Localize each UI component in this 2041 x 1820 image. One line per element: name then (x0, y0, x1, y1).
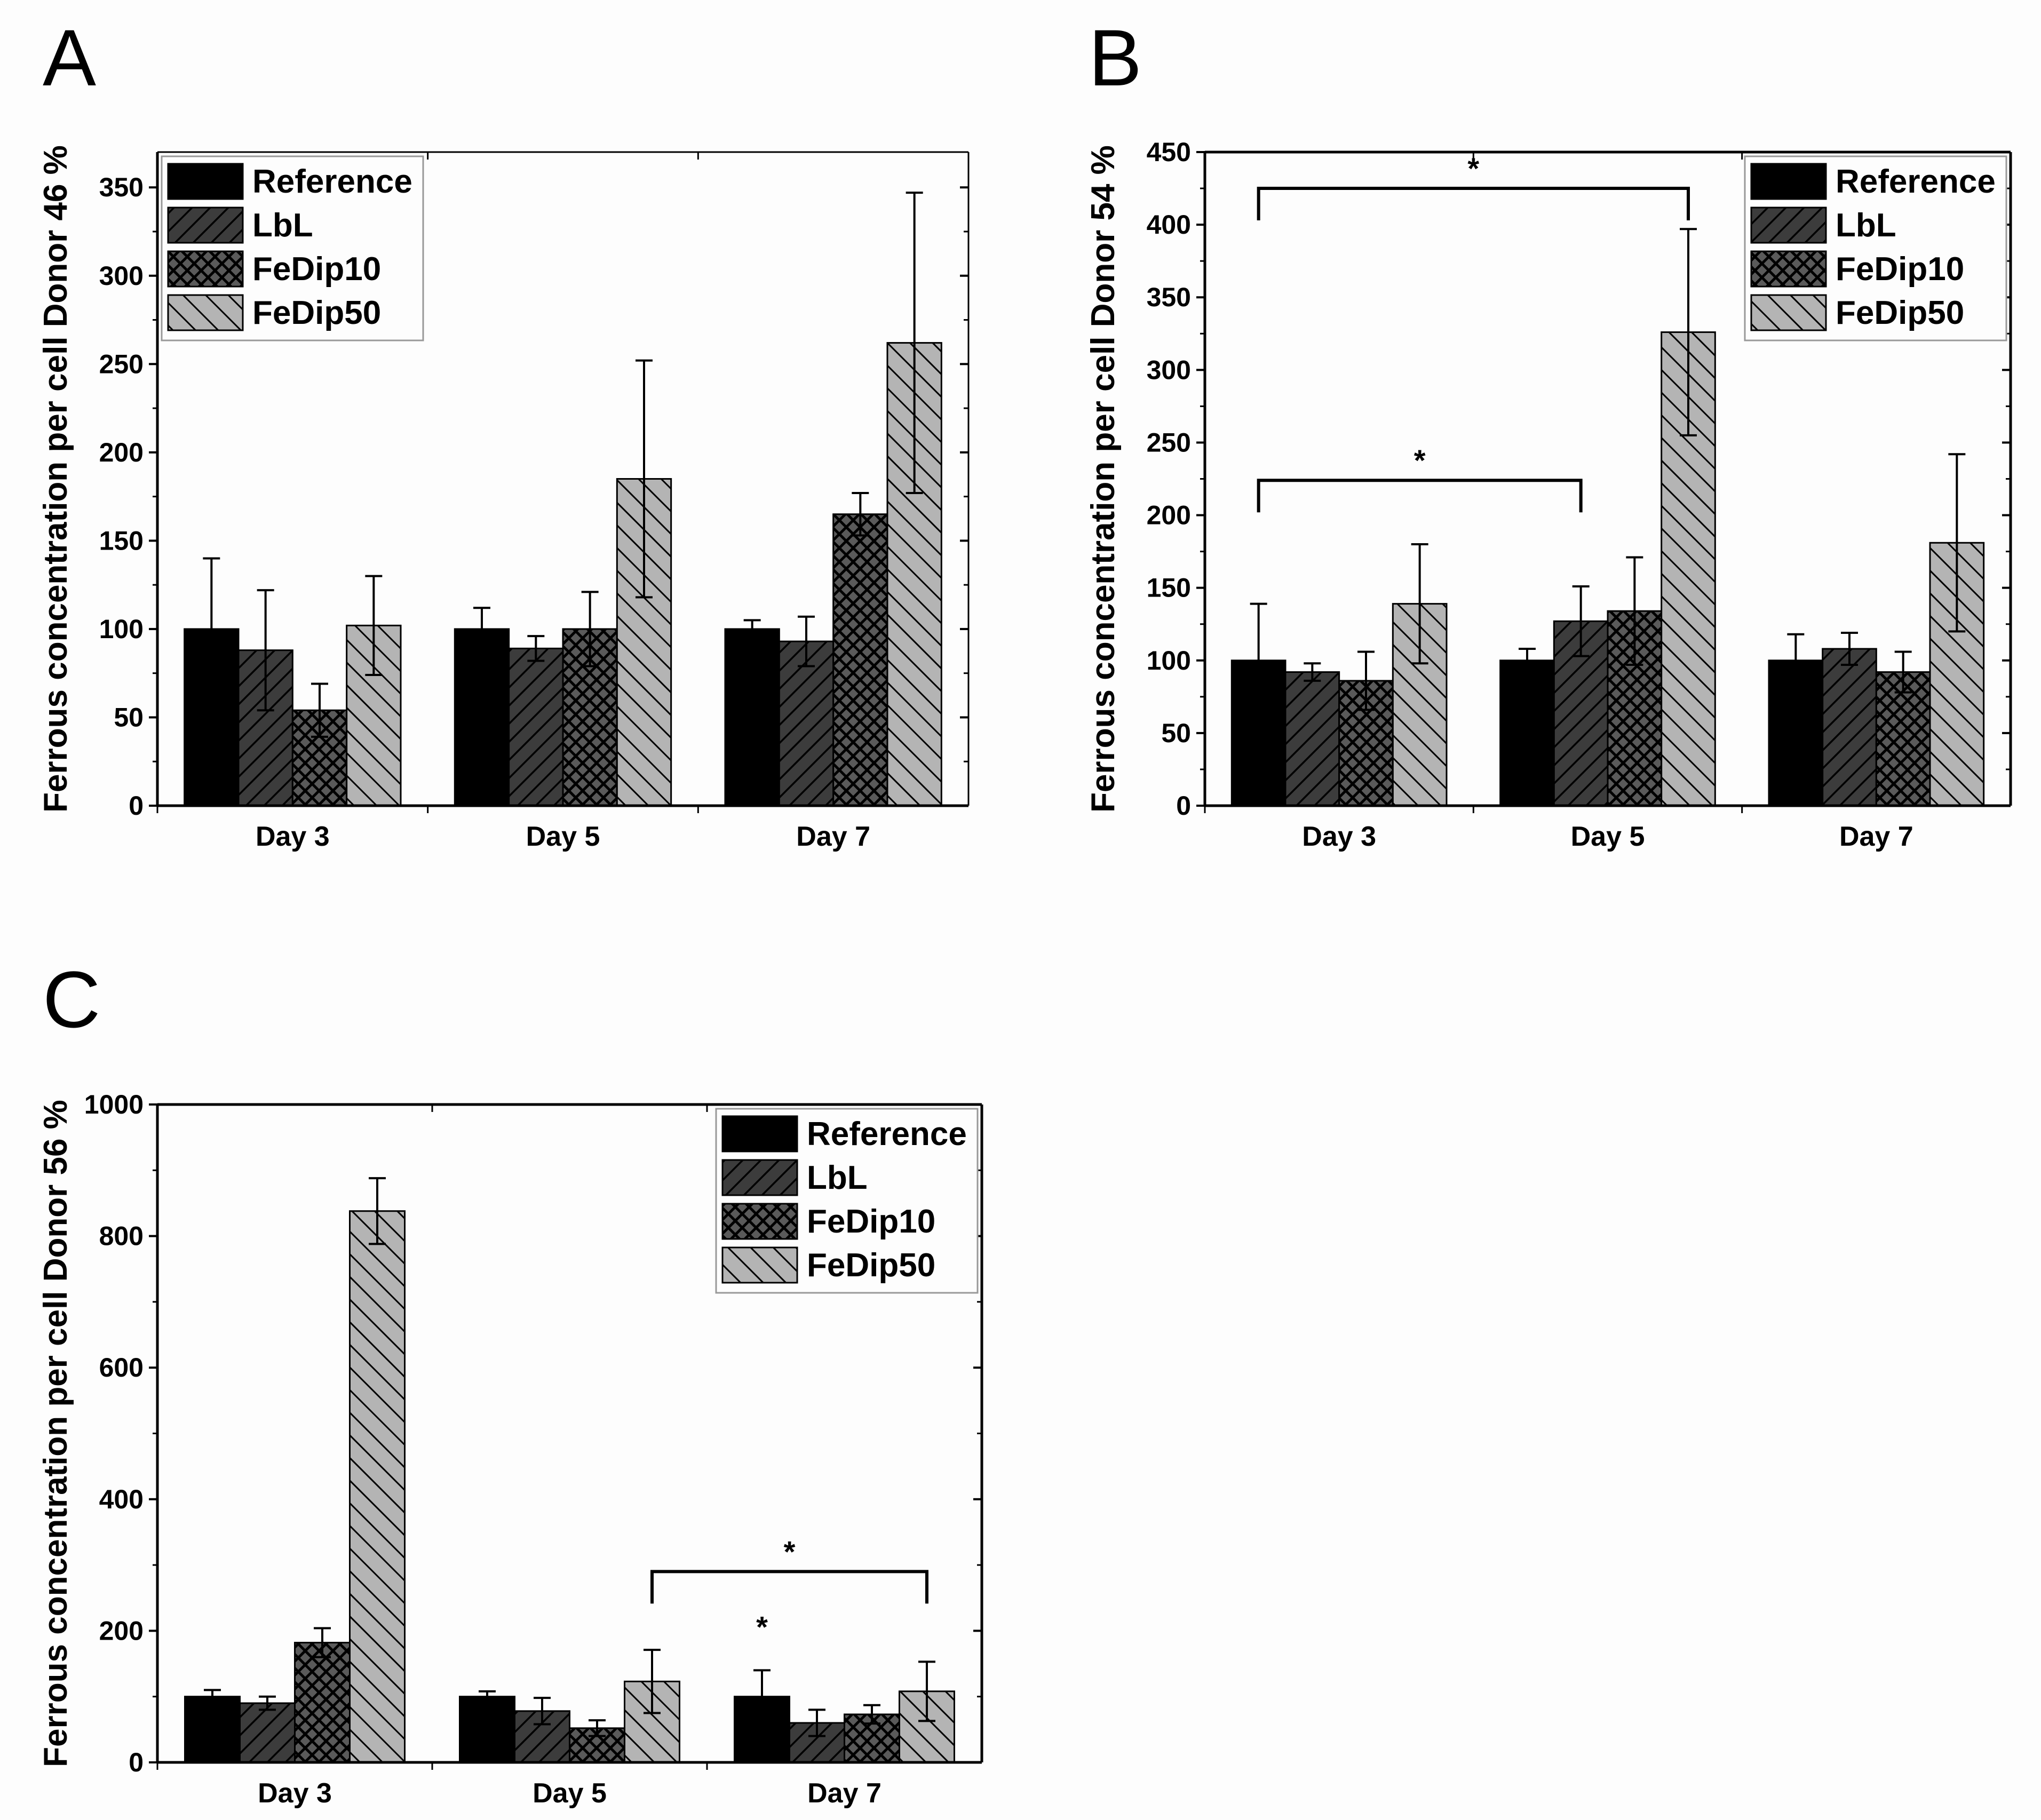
panel-b-legend-swatch-fedip10 (1750, 250, 1827, 288)
panel-c-significance-star: * (784, 1535, 796, 1568)
panel-b-y-tick-label: 200 (1147, 500, 1191, 530)
panel-c-legend-swatch-fedip10 (721, 1203, 798, 1240)
panel-b-y-tick-label: 0 (1176, 791, 1191, 821)
panel-b-legend-swatch-reference (1750, 163, 1827, 200)
panel-a-x-tick-label: Day 7 (796, 821, 870, 852)
panel-c-annotation-star: * (756, 1610, 768, 1644)
panel-b-y-axis-label: Ferrous concentration per cell Donor 54 … (1085, 145, 1122, 813)
panel-c-y-tick-label: 600 (99, 1353, 144, 1382)
panel-b-y-tick-label: 100 (1147, 646, 1191, 675)
panel-b-y-tick-label: 150 (1147, 573, 1191, 603)
panel-a-legend-label-reference: Reference (252, 163, 412, 200)
panel-a-y-tick-label: 200 (99, 438, 144, 467)
panel-b-legend-swatch-fedip50 (1750, 294, 1827, 331)
panel-a-y-tick-label: 350 (99, 172, 144, 202)
panel-b-y-tick-label: 50 (1161, 718, 1191, 748)
panel-c-bar-reference-day-7 (734, 1696, 790, 1763)
panel-a-legend-label-lbl: LbL (252, 207, 313, 244)
panel-c-bar-fedip10-day-3 (294, 1642, 351, 1763)
panel-b-legend-swatch-lbl (1750, 206, 1827, 244)
panel-a-legend-label-fedip10: FeDip10 (252, 251, 381, 288)
panel-b-significance-bracket (1257, 187, 1690, 221)
panel-b-legend-label-fedip10: FeDip10 (1836, 251, 1964, 288)
panel-c-legend-label-fedip50: FeDip50 (807, 1247, 935, 1284)
panel-c-legend-label-lbl: LbL (807, 1159, 868, 1196)
panel-c-legend-swatch-reference (721, 1115, 798, 1153)
panel-b-bar-reference-day-5 (1499, 659, 1555, 807)
panel-c-x-tick-label: Day 5 (533, 1778, 607, 1809)
panel-c-y-tick-label: 800 (99, 1221, 144, 1251)
panel-c-y-tick-label: 1000 (84, 1090, 144, 1119)
panel-a-y-tick-label: 50 (114, 702, 144, 732)
panel-b-significance-bracket (1257, 479, 1583, 513)
panel-a-bar-reference-day-5 (454, 628, 510, 807)
panel-b-x-tick-label: Day 5 (1571, 821, 1645, 852)
panel-b-y-tick-label: 300 (1147, 355, 1191, 385)
panel-b-legend-label-fedip50: FeDip50 (1836, 295, 1964, 331)
panel-b-legend-label-lbl: LbL (1836, 207, 1896, 244)
panel-b-x-tick-label: Day 3 (1302, 821, 1376, 852)
panel-c-legend-label-reference: Reference (807, 1116, 967, 1153)
panel-b-bar-lbl-day-3 (1284, 671, 1340, 807)
panel-a-y-tick-label: 300 (99, 261, 144, 291)
panel-a-y-tick-label: 0 (129, 791, 144, 821)
panel-c-x-tick-label: Day 3 (258, 1778, 332, 1809)
panel-c-legend-swatch-fedip50 (721, 1246, 798, 1284)
panel-c-legend-label-fedip10: FeDip10 (807, 1203, 935, 1240)
panel-b-y-tick-label: 250 (1147, 427, 1191, 457)
panel-c-bar-fedip50-day-3 (349, 1210, 406, 1763)
panel-a-y-tick-label: 250 (99, 349, 144, 379)
panel-b-significance-star: * (1414, 443, 1426, 477)
panel-b-legend-label-reference: Reference (1836, 163, 1996, 200)
panel-a-legend-swatch-fedip50 (167, 294, 244, 331)
panel-c-y-axis-label: Ferrous concentration per cell Donor 56 … (37, 1100, 74, 1767)
panel-b-y-tick-label: 450 (1147, 137, 1191, 167)
panel-a-legend-swatch-reference (167, 163, 244, 200)
panel-a-x-tick-label: Day 5 (526, 821, 600, 852)
panel-b-y-tick-label: 350 (1147, 282, 1191, 312)
panel-a-y-tick-label: 100 (99, 614, 144, 644)
panel-b-letter: B (1089, 13, 1142, 102)
panel-c-y-tick-label: 0 (129, 1747, 144, 1777)
panel-c-significance-bracket (650, 1570, 928, 1604)
panel-a-y-axis-label: Ferrous concentration per cell Donor 46 … (37, 145, 74, 813)
panel-c-letter: C (43, 955, 100, 1044)
panel-a-letter: A (43, 13, 96, 102)
panel-c-bar-reference-day-3 (184, 1696, 241, 1763)
panel-b-x-tick-label: Day 7 (1839, 821, 1913, 852)
panel-a-bar-reference-day-7 (724, 628, 780, 807)
panel-a-legend-swatch-fedip10 (167, 250, 244, 288)
panel-a-legend-swatch-lbl (167, 206, 244, 244)
panel-c-y-tick-label: 400 (99, 1484, 144, 1514)
panel-b-y-tick-label: 400 (1147, 210, 1191, 240)
panel-b-significance-star: * (1467, 152, 1479, 185)
panel-c-y-tick-label: 200 (99, 1616, 144, 1646)
panel-c-x-tick-label: Day 7 (807, 1778, 881, 1809)
panel-b-bar-lbl-day-7 (1822, 648, 1877, 807)
panel-a-bar-fedip10-day-7 (832, 513, 888, 807)
panel-a-legend-label-fedip50: FeDip50 (252, 295, 381, 331)
panel-c-bar-lbl-day-3 (239, 1702, 296, 1763)
panel-c-bar-reference-day-5 (459, 1696, 515, 1763)
panel-a-x-tick-label: Day 3 (256, 821, 330, 852)
panel-a-bar-lbl-day-5 (508, 647, 564, 807)
panel-c-legend-swatch-lbl (721, 1159, 798, 1196)
panel-a-y-tick-label: 150 (99, 526, 144, 555)
